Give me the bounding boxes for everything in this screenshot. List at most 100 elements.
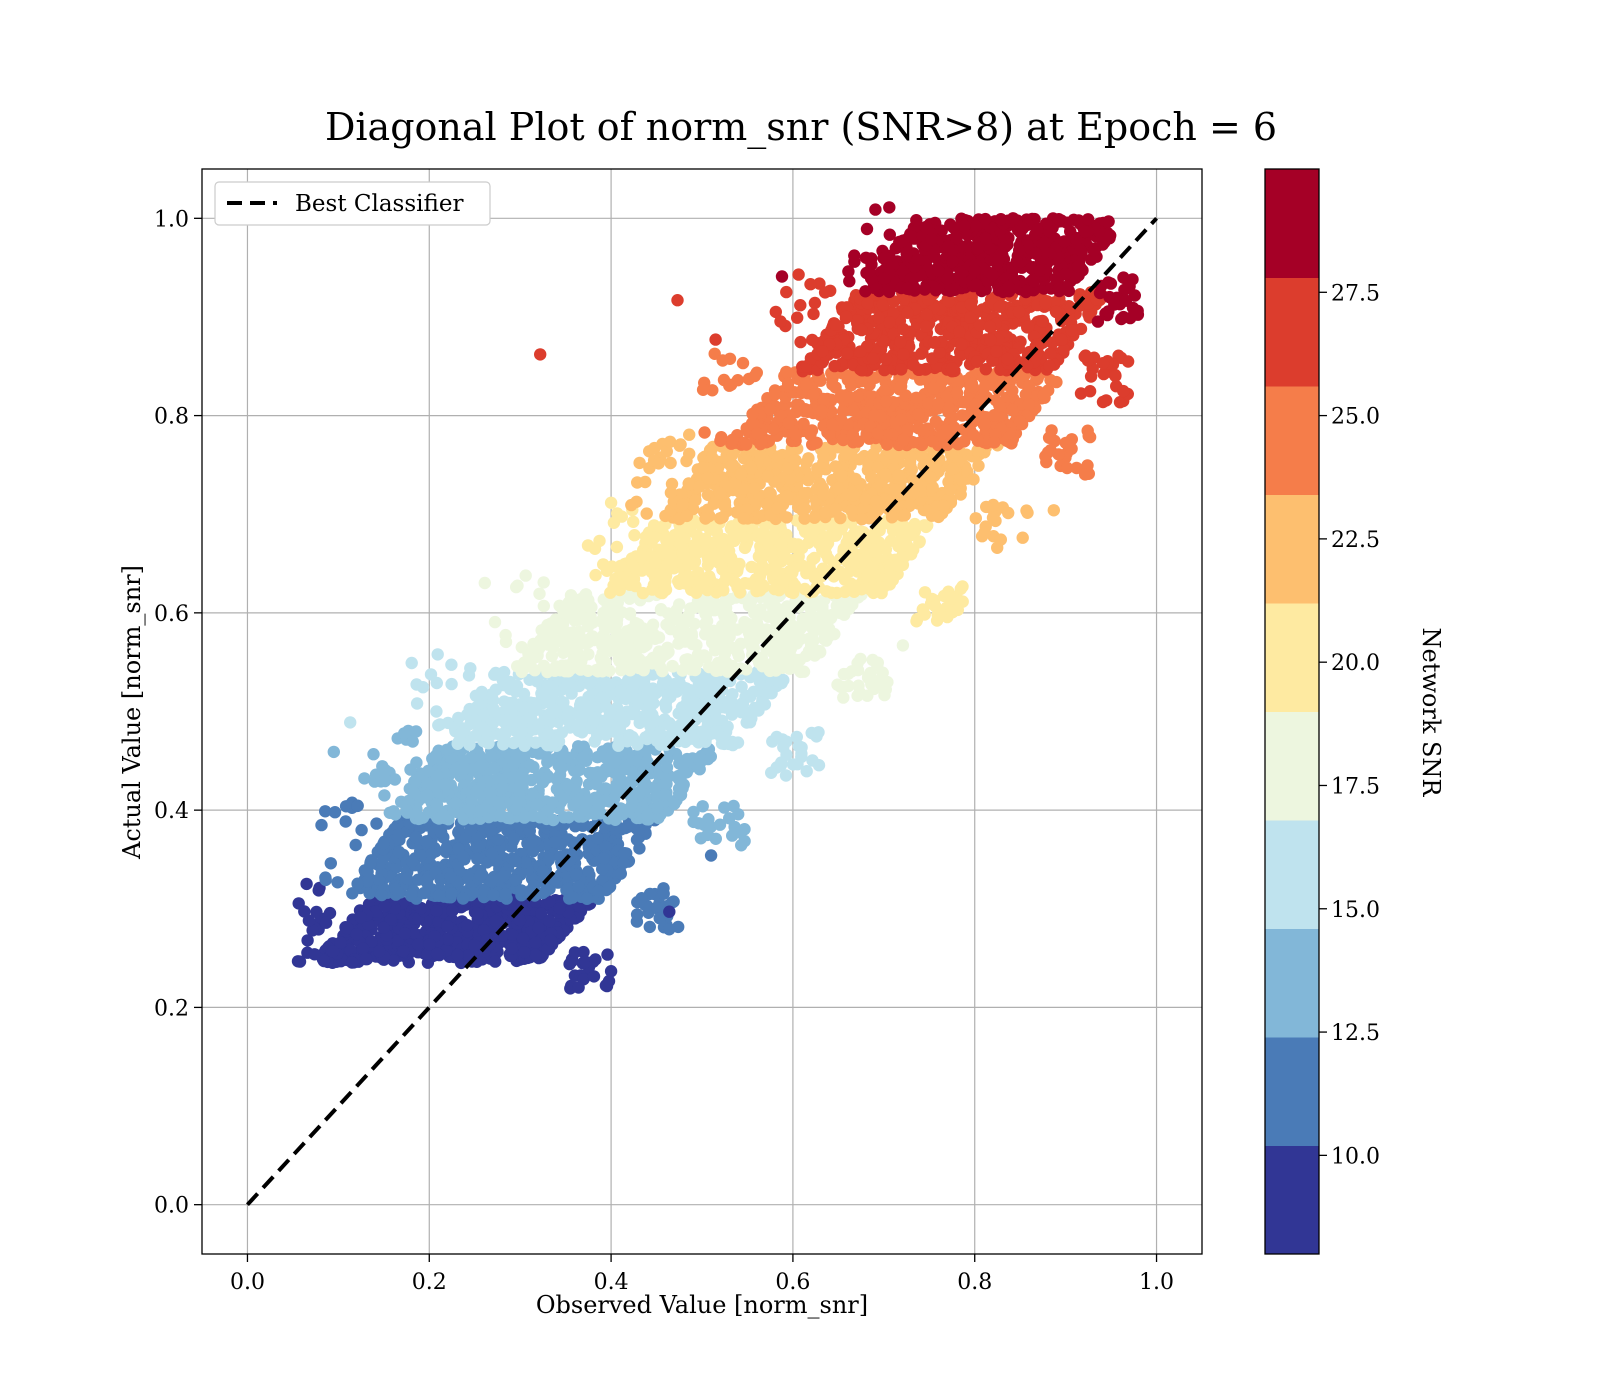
scatter-point xyxy=(876,298,889,312)
scatter-point xyxy=(315,818,328,832)
scatter-point xyxy=(751,427,764,440)
scatter-point xyxy=(532,921,545,935)
scatter-point xyxy=(573,763,586,777)
scatter-point xyxy=(557,811,571,824)
scatter-point xyxy=(566,891,579,904)
scatter-point xyxy=(652,457,665,470)
scatter-point xyxy=(640,507,653,520)
scatter-point xyxy=(593,534,606,548)
scatter-point xyxy=(432,889,446,902)
scatter-point xyxy=(324,857,337,870)
scatter-point xyxy=(978,526,991,539)
scatter-point xyxy=(716,354,729,367)
scatter-point xyxy=(351,799,364,812)
scatter-point xyxy=(496,714,509,727)
scatter-point xyxy=(693,763,706,776)
scatter-point xyxy=(946,590,959,604)
scatter-point xyxy=(430,798,444,811)
scatter-point xyxy=(890,559,903,572)
scatter-point xyxy=(358,772,371,785)
scatter-point xyxy=(848,527,861,540)
scatter-point xyxy=(587,970,601,983)
scatter-point xyxy=(847,554,860,568)
scatter-point xyxy=(300,877,313,891)
scatter-point xyxy=(509,874,523,887)
scatter-point xyxy=(484,824,498,837)
scatter-point xyxy=(550,782,564,796)
scatter-point xyxy=(597,606,610,620)
scatter-point xyxy=(709,644,722,657)
scatter-point xyxy=(1055,333,1068,346)
scatter-point xyxy=(541,680,554,693)
scatter-point xyxy=(445,677,458,691)
scatter-point xyxy=(334,936,347,949)
scatter-point xyxy=(431,770,444,783)
scatter-point xyxy=(557,792,571,805)
scatter-point xyxy=(409,725,423,738)
scatter-point xyxy=(511,579,524,592)
scatter-point xyxy=(793,653,807,667)
scatter-point xyxy=(704,820,717,834)
scatter-point xyxy=(441,933,454,946)
scatter-point xyxy=(761,470,774,483)
scatter-point xyxy=(372,873,385,886)
scatter-point xyxy=(847,579,861,592)
scatter-point xyxy=(619,646,633,659)
scatter-point xyxy=(627,515,640,528)
scatter-point xyxy=(726,433,739,446)
scatter-point xyxy=(695,686,708,699)
scatter-point xyxy=(932,510,945,524)
scatter-point xyxy=(423,938,436,951)
scatter-point xyxy=(496,781,509,795)
scatter-point xyxy=(569,820,582,833)
scatter-point xyxy=(791,758,804,771)
scatter-point xyxy=(684,684,698,697)
scatter-point xyxy=(570,648,583,661)
scatter-point xyxy=(351,877,364,890)
scatter-point xyxy=(507,832,521,845)
scatter-point xyxy=(356,942,370,955)
scatter-point xyxy=(537,659,551,673)
scatter-point xyxy=(663,558,676,571)
scatter-point xyxy=(866,653,879,667)
scatter-point xyxy=(664,456,677,470)
scatter-point xyxy=(602,881,615,895)
scatter-point xyxy=(319,871,332,884)
scatter-point xyxy=(456,850,470,864)
scatter-point xyxy=(875,586,888,600)
scatter-point xyxy=(1016,531,1029,544)
scatter-point xyxy=(573,662,586,675)
scatter-point xyxy=(790,631,803,644)
scatter-point xyxy=(509,854,522,868)
scatter-point xyxy=(375,888,388,902)
scatter-point xyxy=(457,813,470,826)
scatter-point xyxy=(462,669,476,682)
scatter-point xyxy=(801,405,814,418)
scatter-point xyxy=(654,603,668,617)
scatter-point xyxy=(829,503,843,516)
scatter-point xyxy=(854,652,867,666)
scatter-point xyxy=(326,945,340,958)
scatter-point xyxy=(808,511,821,524)
scatter-point xyxy=(545,739,558,752)
scatter-point xyxy=(502,696,515,710)
scatter-point xyxy=(350,928,363,941)
scatter-point xyxy=(980,500,993,514)
scatter-point xyxy=(830,586,843,600)
scatter-point xyxy=(445,658,458,671)
scatter-point xyxy=(575,726,589,739)
scatter-point xyxy=(516,932,530,945)
scatter-point xyxy=(763,664,777,678)
scatter-point xyxy=(946,462,959,476)
scatter-point xyxy=(421,789,434,802)
scatter-point xyxy=(702,554,715,567)
scatter-point xyxy=(676,782,689,795)
scatter-point xyxy=(659,696,673,709)
scatter-point xyxy=(636,622,650,635)
scatter-point xyxy=(533,587,546,600)
scatter-point xyxy=(355,823,368,837)
scatter-point xyxy=(623,731,636,745)
scatter-point xyxy=(377,852,390,865)
scatter-point xyxy=(404,763,417,776)
